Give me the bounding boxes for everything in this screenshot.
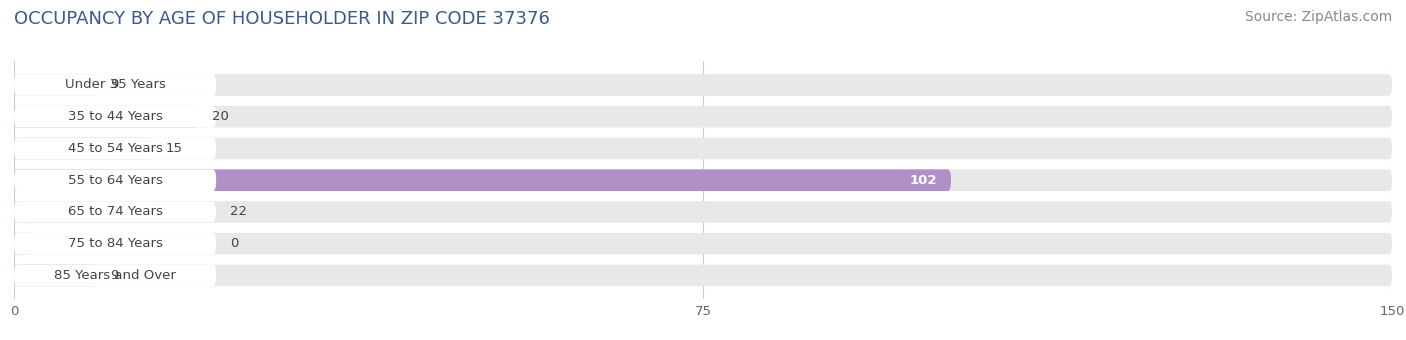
- FancyBboxPatch shape: [14, 169, 950, 191]
- FancyBboxPatch shape: [14, 233, 1392, 254]
- FancyBboxPatch shape: [14, 265, 1392, 286]
- FancyBboxPatch shape: [14, 201, 1392, 223]
- FancyBboxPatch shape: [14, 106, 1392, 128]
- FancyBboxPatch shape: [14, 74, 97, 96]
- FancyBboxPatch shape: [14, 265, 97, 286]
- Text: 15: 15: [166, 142, 183, 155]
- FancyBboxPatch shape: [14, 138, 152, 159]
- FancyBboxPatch shape: [14, 106, 198, 128]
- Text: 85 Years and Over: 85 Years and Over: [55, 269, 176, 282]
- FancyBboxPatch shape: [14, 201, 217, 223]
- Text: 65 to 74 Years: 65 to 74 Years: [67, 205, 163, 218]
- Text: 102: 102: [910, 174, 938, 187]
- Text: 22: 22: [231, 205, 247, 218]
- Text: 9: 9: [111, 79, 120, 91]
- FancyBboxPatch shape: [14, 233, 217, 254]
- Text: Under 35 Years: Under 35 Years: [65, 79, 166, 91]
- Text: 20: 20: [211, 110, 228, 123]
- FancyBboxPatch shape: [14, 138, 1392, 159]
- FancyBboxPatch shape: [14, 74, 217, 96]
- Text: 55 to 64 Years: 55 to 64 Years: [67, 174, 163, 187]
- Text: 0: 0: [231, 237, 238, 250]
- FancyBboxPatch shape: [14, 74, 1392, 96]
- Text: OCCUPANCY BY AGE OF HOUSEHOLDER IN ZIP CODE 37376: OCCUPANCY BY AGE OF HOUSEHOLDER IN ZIP C…: [14, 10, 550, 28]
- Text: 35 to 44 Years: 35 to 44 Years: [67, 110, 163, 123]
- FancyBboxPatch shape: [14, 201, 217, 223]
- FancyBboxPatch shape: [14, 265, 217, 286]
- Text: 75 to 84 Years: 75 to 84 Years: [67, 237, 163, 250]
- Text: 45 to 54 Years: 45 to 54 Years: [67, 142, 163, 155]
- FancyBboxPatch shape: [14, 138, 217, 159]
- Text: 9: 9: [111, 269, 120, 282]
- FancyBboxPatch shape: [14, 169, 217, 191]
- FancyBboxPatch shape: [14, 233, 32, 254]
- FancyBboxPatch shape: [14, 106, 217, 128]
- FancyBboxPatch shape: [14, 169, 1392, 191]
- Text: Source: ZipAtlas.com: Source: ZipAtlas.com: [1244, 10, 1392, 24]
